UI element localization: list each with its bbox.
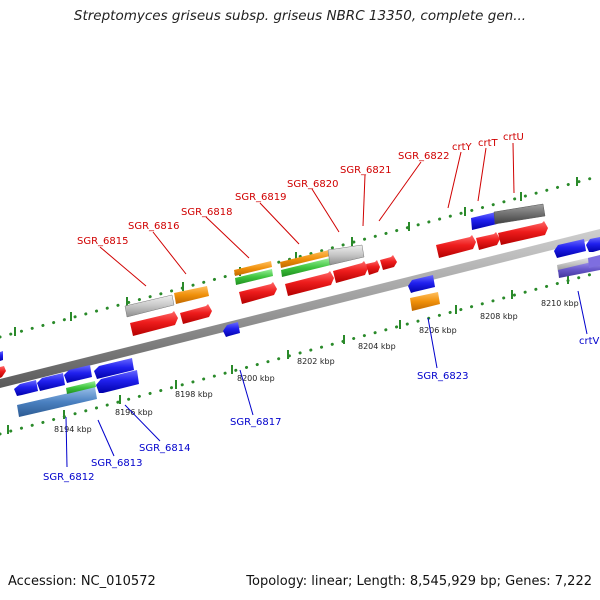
reverse-genes	[0, 237, 600, 417]
genome-summary-text: Topology: linear; Length: 8,545,929 bp; …	[246, 574, 592, 589]
gene-arrow[interactable]	[96, 370, 139, 393]
forward-leader-lines	[99, 142, 515, 287]
gene-arrow-sgr-6821[interactable]	[366, 260, 380, 275]
gene-label-sgr-6820[interactable]: SGR_6820	[287, 179, 339, 190]
gene-arrow-sgr-6814[interactable]	[94, 358, 134, 379]
gene-arrow-sgr-6822[interactable]	[380, 255, 397, 270]
scale-label-8196: 8196 kbp	[115, 408, 153, 417]
gene-feature-orange[interactable]	[410, 292, 440, 311]
gene-feature-blue[interactable]	[471, 212, 497, 230]
gene-arrow-crtv[interactable]	[554, 239, 586, 258]
gene-label-sgr-6814[interactable]: SGR_6814	[139, 443, 191, 454]
gene-label-sgr-6817[interactable]: SGR_6817	[230, 417, 282, 428]
gene-feature-dark[interactable]	[493, 203, 546, 225]
gene-arrow-sgr-6812[interactable]	[14, 380, 38, 396]
scale-label-8206: 8206 kbp	[419, 326, 457, 335]
gene-arrow-sgr-6818[interactable]	[239, 282, 277, 304]
gene-arrow-sgr-6813[interactable]	[37, 373, 65, 391]
gene-feature-orange[interactable]	[234, 261, 272, 276]
gene-arrow-sgr-6815[interactable]	[130, 311, 178, 336]
gene-feature-green[interactable]	[66, 381, 96, 394]
gene-arrow[interactable]	[0, 366, 6, 378]
gene-label-crtt[interactable]: crtT	[478, 138, 499, 149]
scale-label-8208: 8208 kbp	[480, 312, 518, 321]
forward-scale-ticks	[14, 177, 578, 336]
gene-feature-pseudo[interactable]	[124, 294, 175, 318]
gene-feature-purple[interactable]	[588, 255, 600, 268]
gene-arrow-sgr-6819[interactable]	[285, 271, 334, 296]
gene-label-crtu[interactable]: crtU	[503, 132, 524, 143]
gene-arrow[interactable]	[64, 365, 92, 383]
gene-feature-steelblue[interactable]	[17, 387, 97, 417]
gene-label-crty[interactable]: crtY	[452, 142, 473, 153]
gene-label-sgr-6815[interactable]: SGR_6815	[77, 236, 129, 247]
forward-scale-dots	[0, 174, 600, 339]
gene-feature-green[interactable]	[235, 269, 273, 285]
gene-arrow-sgr-6817[interactable]	[223, 322, 240, 337]
gene-arrow-crtu[interactable]	[498, 221, 548, 245]
gene-label-crtv[interactable]: crtV	[579, 336, 600, 347]
gene-feature-green[interactable]	[281, 258, 331, 277]
gene-feature-orange[interactable]	[280, 250, 330, 268]
gene-arrow-sgr-6820[interactable]	[333, 261, 368, 283]
scale-label-8202: 8202 kbp	[297, 357, 335, 366]
reverse-scale-dots	[0, 270, 600, 436]
gene-arrow[interactable]	[0, 351, 3, 361]
gene-arrow-sgr-6816[interactable]	[180, 304, 212, 324]
gene-arrow-crty[interactable]	[436, 235, 476, 258]
gene-label-sgr-6822[interactable]: SGR_6822	[398, 151, 450, 162]
gene-arrow-sgr-6823[interactable]	[408, 275, 435, 293]
page-title: Streptomyces griseus subsp. griseus NBRC…	[73, 8, 527, 24]
gene-feature-pseudo[interactable]	[327, 244, 365, 266]
reverse-scale-ticks	[7, 275, 569, 434]
gene-label-sgr-6823[interactable]: SGR_6823	[417, 371, 469, 382]
scale-label-8210: 8210 kbp	[541, 299, 579, 308]
forward-genes	[0, 203, 548, 378]
gene-label-sgr-6813[interactable]: SGR_6813	[91, 458, 143, 469]
gene-label-sgr-6819[interactable]: SGR_6819	[235, 192, 287, 203]
scale-label-8194: 8194 kbp	[54, 425, 92, 434]
gene-label-sgr-6816[interactable]: SGR_6816	[128, 221, 180, 232]
scale-label-8204: 8204 kbp	[358, 342, 396, 351]
genome-backbone	[0, 229, 600, 388]
scale-label-8200: 8200 kbp	[237, 374, 275, 383]
accession-text: Accession: NC_010572	[8, 574, 156, 589]
gene-feature-orange[interactable]	[174, 286, 209, 304]
reverse-leader-lines	[65, 290, 588, 468]
gene-label-sgr-6821[interactable]: SGR_6821	[340, 165, 392, 176]
gene-label-sgr-6812[interactable]: SGR_6812	[43, 472, 95, 483]
gene-arrow-crtt[interactable]	[476, 232, 500, 250]
scale-label-8198: 8198 kbp	[175, 390, 213, 399]
gene-arrow[interactable]	[586, 237, 600, 252]
gene-label-sgr-6818[interactable]: SGR_6818	[181, 207, 233, 218]
